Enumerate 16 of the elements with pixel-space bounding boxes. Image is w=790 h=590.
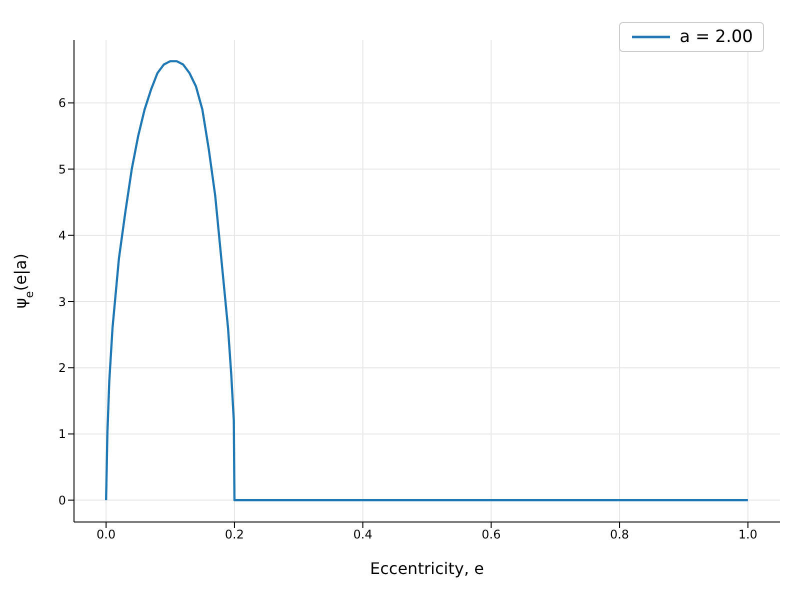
x-tick-label: 0.2 <box>224 528 244 542</box>
y-tick-label: 1 <box>58 427 66 442</box>
line-series <box>104 60 750 502</box>
y-tick-label: 6 <box>58 96 66 110</box>
y-tick-label: 5 <box>58 162 66 176</box>
y-tick-label: 3 <box>58 294 66 309</box>
x-tick-label: 0.0 <box>96 528 116 542</box>
x-tick-label: 0.6 <box>482 528 501 542</box>
x-tick-label: 1.0 <box>738 528 758 542</box>
y-tick-label: 0 <box>58 493 66 508</box>
x-tick-label: 0.4 <box>353 528 372 542</box>
y-tick-label: 2 <box>58 360 66 375</box>
y-tick-label: 4 <box>58 228 66 243</box>
x-tick-label: 0.8 <box>610 528 630 542</box>
x-axis-title: Eccentricity, e <box>370 559 484 578</box>
legend-label: a = 2.00 <box>680 27 753 47</box>
